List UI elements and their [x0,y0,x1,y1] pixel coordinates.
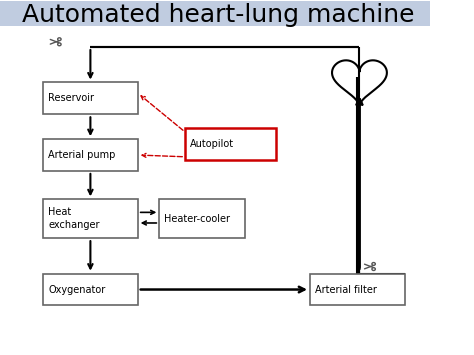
Circle shape [372,268,375,271]
Bar [43,139,138,171]
Bar [43,82,138,114]
FancyBboxPatch shape [0,1,430,26]
Text: Autopilot: Autopilot [190,140,235,149]
Bar [310,274,405,305]
Circle shape [58,38,61,40]
Text: Heater-cooler: Heater-cooler [164,214,230,224]
Circle shape [372,263,375,265]
Bar [185,129,275,160]
Text: Arterial pump: Arterial pump [48,150,116,160]
Text: Oxygenator: Oxygenator [48,284,105,295]
Text: exchanger: exchanger [48,220,100,230]
Text: Reservoir: Reservoir [48,93,94,103]
Bar [43,274,138,305]
Text: Automated heart-lung machine: Automated heart-lung machine [21,3,414,27]
Bar [43,199,138,238]
Text: Arterial filter: Arterial filter [315,284,377,295]
Bar [159,199,246,238]
Text: Heat: Heat [48,207,72,217]
Circle shape [58,43,61,46]
